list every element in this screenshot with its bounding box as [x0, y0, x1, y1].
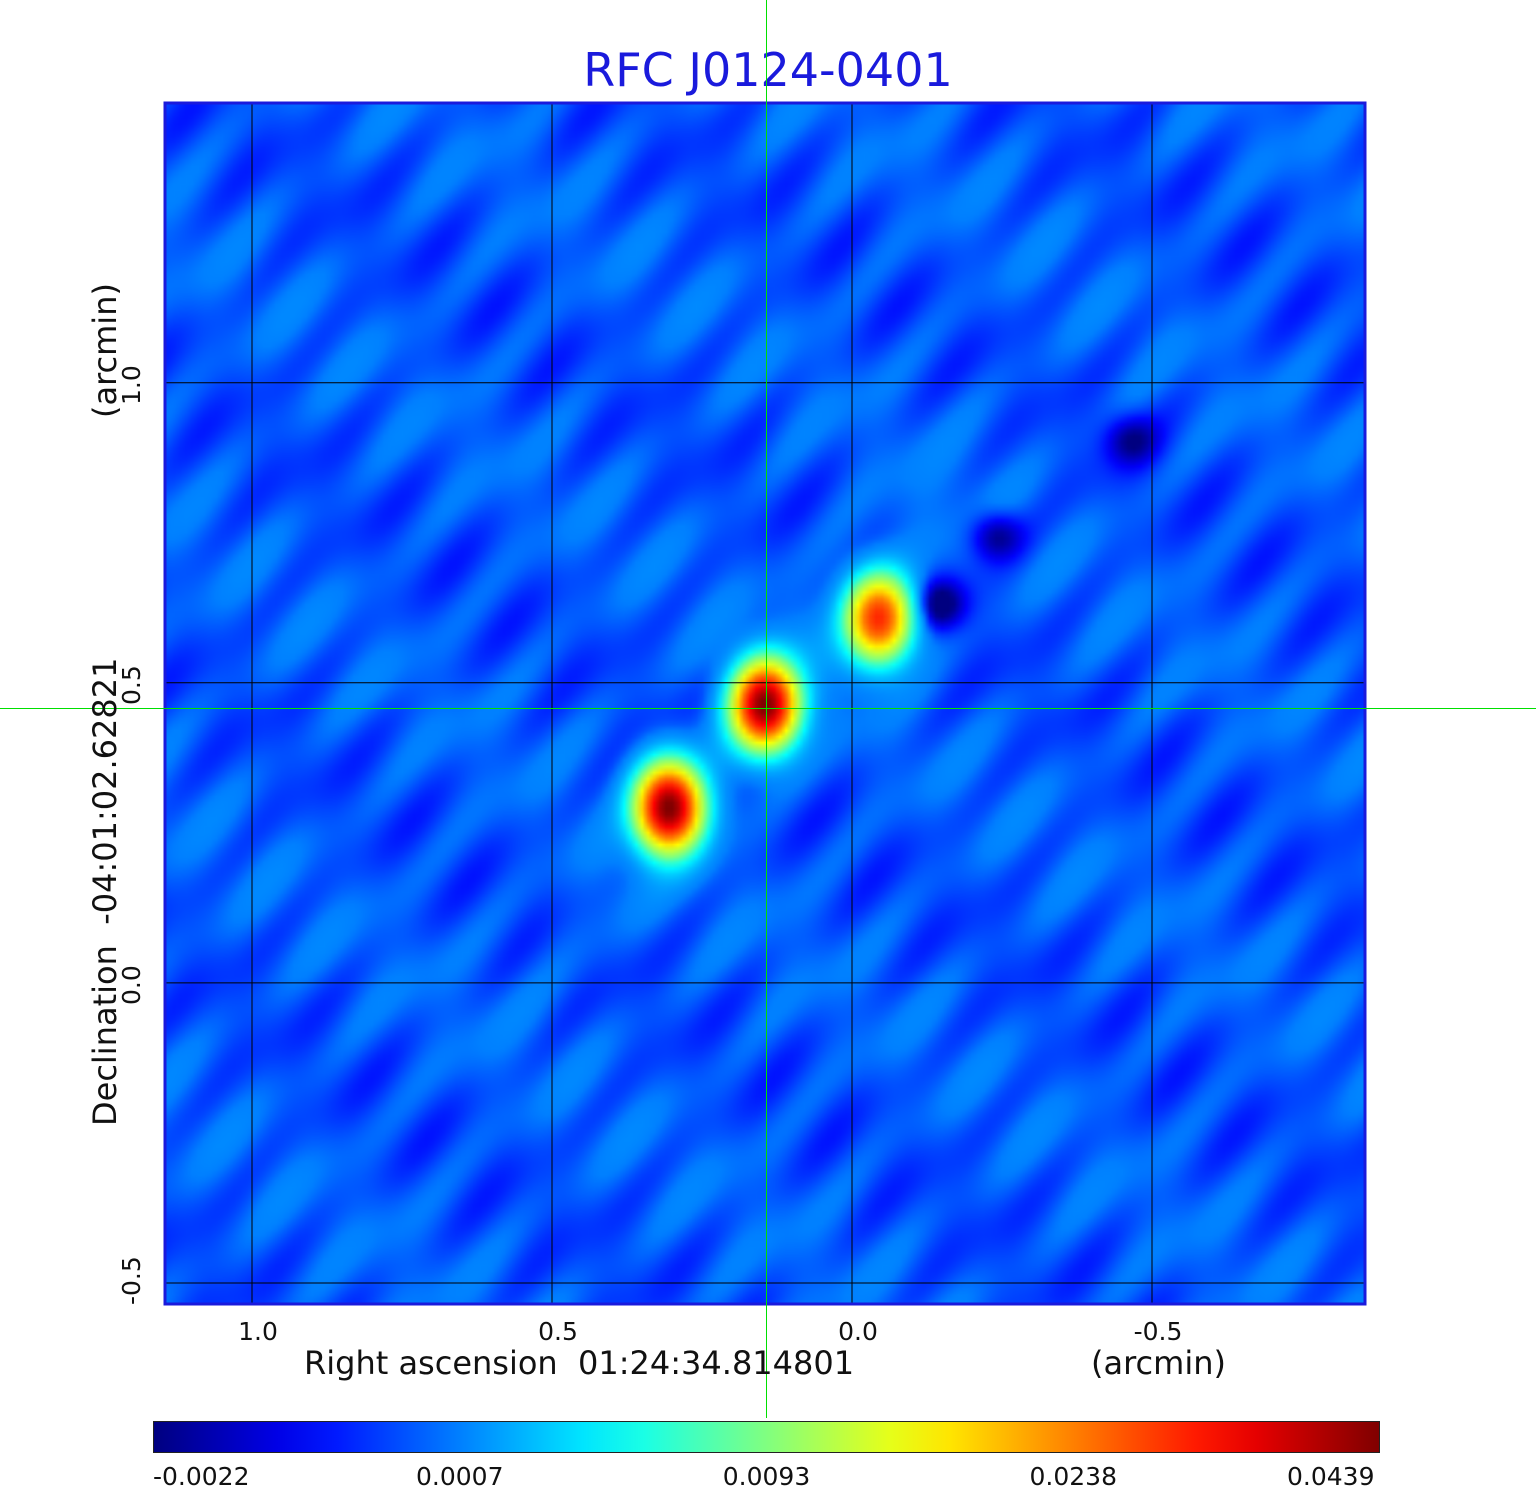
colorbar-tick-label: 0.0439: [1287, 1462, 1375, 1491]
x-tick-label: -0.5: [1133, 1317, 1183, 1346]
chart-title: RFC J0124-0401: [583, 43, 953, 97]
colorbar-tick-label: 0.0007: [416, 1462, 504, 1491]
x-tick-label: 0.0: [838, 1317, 878, 1346]
colorbar: [153, 1421, 1380, 1453]
x-axis-label: Right ascension 01:24:34.814801: [304, 1344, 855, 1382]
x-tick-label: 0.5: [538, 1317, 578, 1346]
colorbar-tick-label: 0.0093: [722, 1462, 811, 1491]
colorbar-tick-label: 0.0238: [1029, 1462, 1117, 1491]
x-axis-unit: (arcmin): [1091, 1344, 1226, 1382]
grid-lines: [165, 103, 1365, 1304]
x-tick-label: 1.0: [238, 1317, 278, 1346]
y-tick-label: -0.5: [117, 1256, 146, 1305]
y-axis-unit: (arcmin): [86, 283, 124, 418]
crosshair: [0, 0, 1536, 1418]
y-axis-label: Declination -04:01:02.62821: [86, 657, 124, 1126]
colorbar-tick-label: -0.0022: [153, 1462, 250, 1491]
intensity-map: [165, 103, 1365, 1304]
plot-frame: [163, 101, 1367, 1306]
